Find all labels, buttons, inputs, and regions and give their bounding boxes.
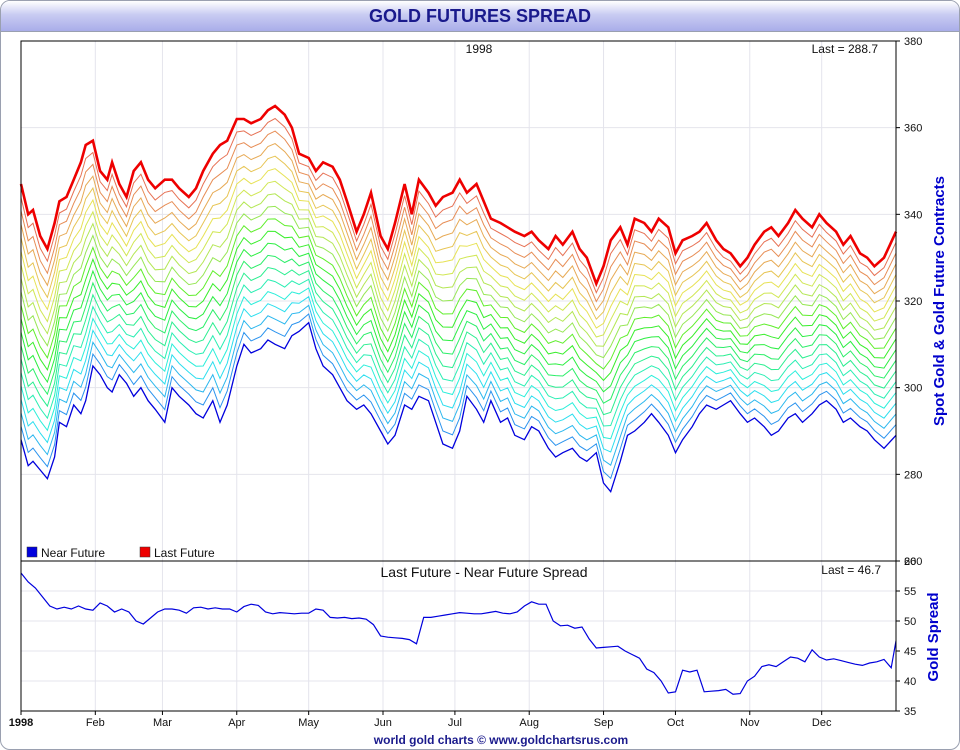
main-last-label: Last = 288.7 [812, 42, 879, 56]
month-tick-label: Sep [594, 717, 614, 729]
year-label: 1998 [466, 42, 493, 56]
futures-contract-line [20, 266, 897, 416]
legend-near-label: Near Future [41, 546, 105, 560]
spread-y-tick-label: 60 [904, 556, 916, 568]
futures-contract-line [20, 287, 897, 440]
main-y-tick-label: 380 [904, 36, 922, 48]
month-tick-label: Oct [667, 717, 684, 729]
legend-last-label: Last Future [154, 546, 215, 560]
spread-title: Last Future - Near Future Spread [381, 564, 588, 580]
futures-contract-line [20, 304, 897, 466]
futures-contract-line [20, 295, 897, 453]
legend: Near Future Last Future [26, 546, 215, 560]
month-tick-label: Nov [740, 717, 760, 729]
month-tick-label: Feb [86, 717, 105, 729]
main-y-axis-title: Spot Gold & Gold Future Contracts [931, 176, 948, 426]
month-tick-label: Mar [153, 717, 172, 729]
futures-contract-line [20, 218, 897, 370]
spread-line [20, 572, 897, 695]
futures-contract-line [20, 254, 897, 404]
footer-credit: world gold charts © www.goldchartsrus.co… [373, 733, 628, 747]
legend-last-swatch [139, 546, 151, 558]
futures-contract-line [20, 313, 897, 480]
spread-y-tick-label: 50 [904, 616, 916, 628]
futures-contract-line [20, 130, 897, 303]
futures-contract-line [20, 230, 897, 382]
spread-y-tick-label: 45 [904, 646, 916, 658]
futures-contract-line [20, 242, 897, 393]
futures-contract-line [20, 180, 897, 338]
futures-contract-line [20, 205, 897, 359]
month-tick-label: May [298, 717, 319, 729]
spread-y-axis-title: Gold Spread [925, 592, 942, 681]
month-tick-label: Jul [448, 717, 462, 729]
spread-last-label: Last = 46.7 [821, 563, 881, 577]
main-y-tick-label: 300 [904, 383, 922, 395]
futures-contract-line [20, 168, 897, 329]
month-tick-label: Aug [519, 717, 539, 729]
chart-title: GOLD FUTURES SPREAD [368, 6, 591, 26]
legend-near-swatch [26, 546, 38, 558]
near-future-line [20, 321, 897, 494]
month-tick-label: Dec [812, 717, 832, 729]
futures-contract-line [20, 155, 897, 321]
main-y-tick-label: 320 [904, 296, 922, 308]
main-y-tick-label: 340 [904, 209, 922, 221]
month-tick-label: Jun [374, 717, 392, 729]
last-future-line [19, 104, 898, 288]
futures-contract-line [20, 193, 897, 347]
futures-contract-line [20, 117, 897, 294]
main-y-tick-label: 360 [904, 123, 922, 135]
spread-plot-frame [20, 560, 897, 712]
spread-y-tick-label: 55 [904, 586, 916, 598]
main-y-tick-label: 280 [904, 469, 922, 481]
futures-contract-line [20, 278, 897, 427]
spread-y-tick-label: 35 [904, 706, 916, 718]
spread-y-tick-label: 40 [904, 676, 916, 688]
futures-contract-line [20, 143, 897, 312]
month-tick-label: Apr [228, 717, 245, 729]
title-bar: GOLD FUTURES SPREAD [1, 1, 959, 32]
main-y-tick-label: 260 [904, 556, 922, 568]
month-tick-label: 1998 [9, 717, 33, 729]
